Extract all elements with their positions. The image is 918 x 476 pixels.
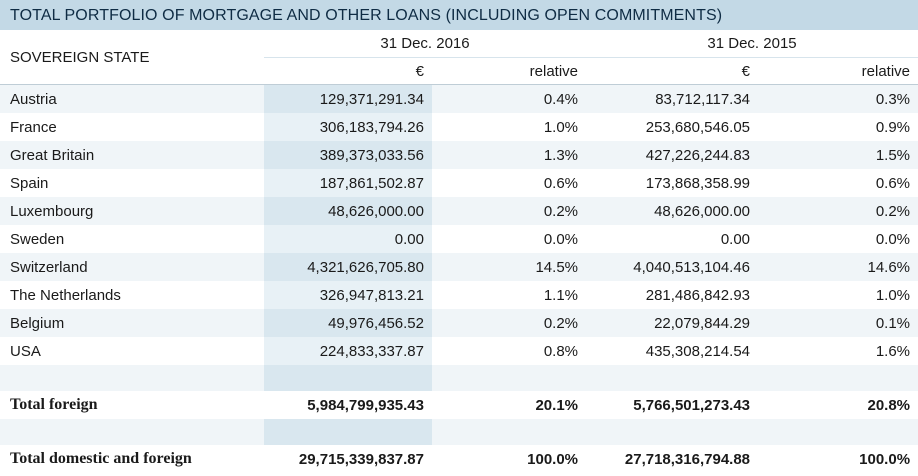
value-2016: 389,373,033.56 xyxy=(264,141,432,169)
relative-2015: 0.9% xyxy=(875,118,911,136)
unit-header-2016-relative: relative xyxy=(529,62,579,80)
table-row: The Netherlands 326,947,813.21 1.1% 281,… xyxy=(0,281,918,309)
total-foreign-label: Total foreign xyxy=(10,396,98,413)
table-row: France 306,183,794.26 1.0% 253,680,546.0… xyxy=(0,113,918,141)
relative-2015: 0.1% xyxy=(758,309,918,337)
value-2016: 306,183,794.26 xyxy=(264,113,432,141)
value-2015: 281,486,842.93 xyxy=(645,286,751,304)
value-2016: 187,861,502.87 xyxy=(264,169,432,197)
value-2016: 4,321,626,705.80 xyxy=(264,253,432,281)
relative-2016: 0.4% xyxy=(432,84,587,113)
value-2015: 435,308,214.54 xyxy=(645,342,751,360)
spacer-row xyxy=(0,365,918,391)
unit-header-2016-eur: € xyxy=(415,62,424,80)
header-row-periods: SOVEREIGN STATE 31 Dec. 2016 31 Dec. 201… xyxy=(0,30,918,66)
value-2015: 22,079,844.29 xyxy=(586,309,759,337)
value-2015: 0.00 xyxy=(720,230,751,248)
value-2016: 48,626,000.00 xyxy=(264,197,432,225)
total-all-relative-2016: 100.0% xyxy=(527,450,579,468)
value-2016: 0.00 xyxy=(264,225,432,253)
header-row-units: € relative € relative xyxy=(0,58,918,85)
relative-2015: 14.6% xyxy=(758,253,918,281)
state-name: Great Britain xyxy=(0,141,264,169)
table-row: USA 224,833,337.87 0.8% 435,308,214.54 1… xyxy=(0,337,918,365)
total-foreign-value-2015: 5,766,501,273.43 xyxy=(633,396,751,414)
table-title: TOTAL PORTFOLIO OF MORTGAGE AND OTHER LO… xyxy=(0,0,918,30)
value-2015: 173,868,358.99 xyxy=(645,174,751,192)
relative-2015: 0.3% xyxy=(758,84,918,113)
column-header-2016: 31 Dec. 2016 xyxy=(264,30,587,58)
relative-2016: 1.3% xyxy=(432,141,587,169)
state-name: Luxembourg xyxy=(0,197,264,225)
value-2016: 129,371,291.34 xyxy=(264,84,432,113)
table-row: Switzerland 4,321,626,705.80 14.5% 4,040… xyxy=(0,253,918,281)
total-foreign-value-2016: 5,984,799,935.43 xyxy=(264,391,432,419)
loans-table: SOVEREIGN STATE 31 Dec. 2016 31 Dec. 201… xyxy=(0,30,918,473)
table-row: Great Britain 389,373,033.56 1.3% 427,22… xyxy=(0,141,918,169)
relative-2015: 0.0% xyxy=(875,230,911,248)
table-row: Luxembourg 48,626,000.00 0.2% 48,626,000… xyxy=(0,197,918,225)
column-header-2015: 31 Dec. 2015 xyxy=(586,30,918,58)
total-all-row: Total domestic and foreign 29,715,339,83… xyxy=(0,445,918,473)
relative-2015: 1.6% xyxy=(875,342,911,360)
value-2015: 427,226,244.83 xyxy=(586,141,759,169)
state-name: France xyxy=(10,118,57,136)
table-row: Spain 187,861,502.87 0.6% 173,868,358.99… xyxy=(0,169,918,197)
relative-2016: 0.6% xyxy=(543,174,579,192)
column-header-state: SOVEREIGN STATE xyxy=(10,48,150,66)
spacer-row xyxy=(0,419,918,445)
total-foreign-row: Total foreign 5,984,799,935.43 20.1% 5,7… xyxy=(0,391,918,419)
value-2016: 49,976,456.52 xyxy=(264,309,432,337)
value-2015: 253,680,546.05 xyxy=(645,118,751,136)
relative-2016: 0.2% xyxy=(432,309,587,337)
unit-header-2015-eur: € xyxy=(741,62,751,80)
value-2016: 224,833,337.87 xyxy=(264,337,432,365)
relative-2016: 0.0% xyxy=(543,230,579,248)
state-name: The Netherlands xyxy=(10,286,121,304)
state-name: Austria xyxy=(0,84,264,113)
total-all-label: Total domestic and foreign xyxy=(10,450,192,467)
value-2016: 326,947,813.21 xyxy=(264,281,432,309)
relative-2015: 1.5% xyxy=(758,141,918,169)
total-all-relative-2015: 100.0% xyxy=(859,450,911,468)
state-name: Sweden xyxy=(10,230,65,248)
value-2015: 4,040,513,104.46 xyxy=(586,253,759,281)
relative-2016: 1.0% xyxy=(543,118,579,136)
relative-2016: 1.1% xyxy=(543,286,579,304)
total-foreign-relative-2015: 20.8% xyxy=(867,396,911,414)
total-all-value-2016: 29,715,339,837.87 xyxy=(264,445,432,473)
table-row: Austria 129,371,291.34 0.4% 83,712,117.3… xyxy=(0,84,918,113)
total-all-value-2015: 27,718,316,794.88 xyxy=(624,450,751,468)
relative-2015: 0.2% xyxy=(758,197,918,225)
relative-2015: 1.0% xyxy=(875,286,911,304)
relative-2015: 0.6% xyxy=(875,174,911,192)
total-foreign-relative-2016: 20.1% xyxy=(535,396,579,414)
state-name: Switzerland xyxy=(0,253,264,281)
state-name: USA xyxy=(10,342,41,360)
relative-2016: 14.5% xyxy=(432,253,587,281)
relative-2016: 0.2% xyxy=(432,197,587,225)
table-row: Sweden 0.00 0.0% 0.00 0.0% xyxy=(0,225,918,253)
table-row: Belgium 49,976,456.52 0.2% 22,079,844.29… xyxy=(0,309,918,337)
value-2015: 83,712,117.34 xyxy=(586,84,759,113)
state-name: Spain xyxy=(10,174,49,192)
unit-header-2015-relative: relative xyxy=(861,62,911,80)
state-name: Belgium xyxy=(0,309,264,337)
value-2015: 48,626,000.00 xyxy=(586,197,759,225)
relative-2016: 0.8% xyxy=(543,342,579,360)
